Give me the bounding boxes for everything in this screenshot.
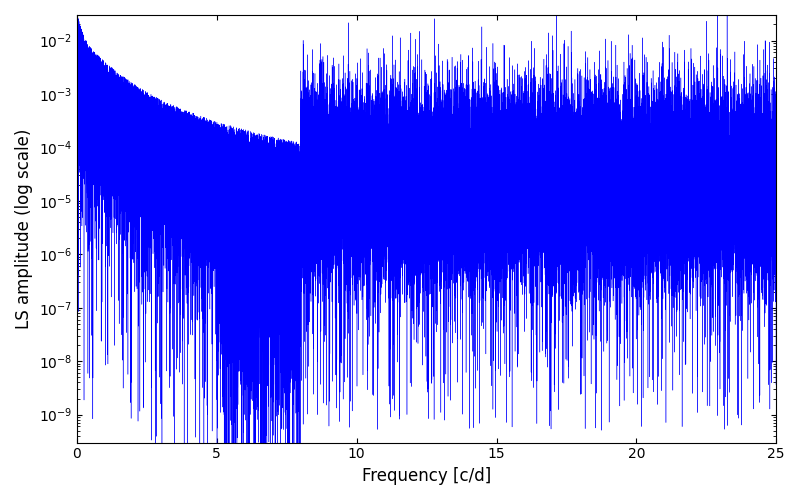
X-axis label: Frequency [c/d]: Frequency [c/d] [362, 467, 491, 485]
Y-axis label: LS amplitude (log scale): LS amplitude (log scale) [15, 128, 33, 329]
